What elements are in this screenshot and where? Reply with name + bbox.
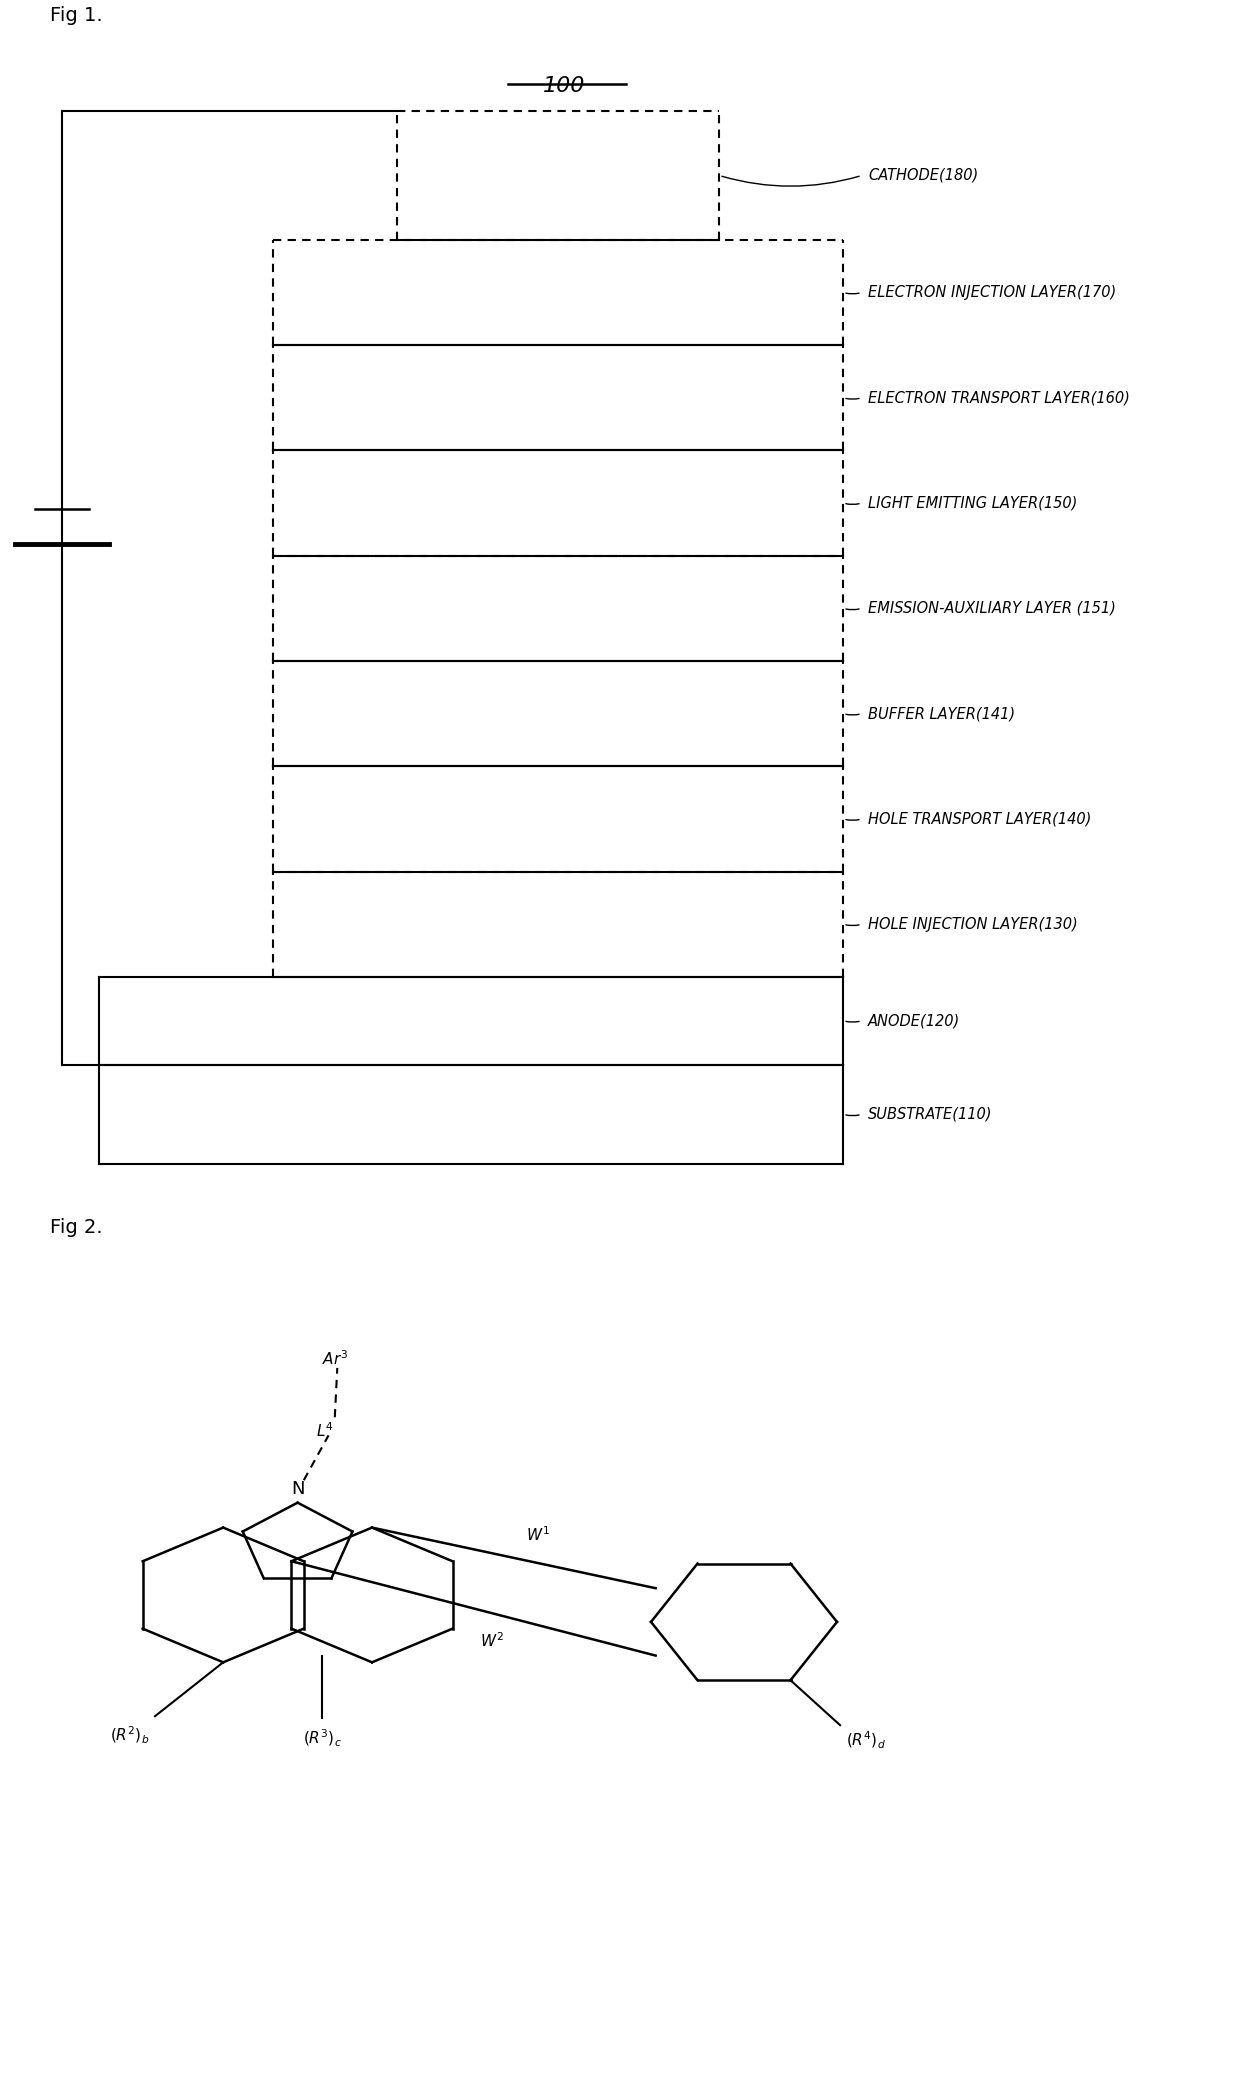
Text: BUFFER LAYER(141): BUFFER LAYER(141) [868, 706, 1016, 721]
Text: $L^4$: $L^4$ [316, 1421, 334, 1439]
Text: CATHODE(180): CATHODE(180) [868, 167, 978, 184]
Text: ELECTRON INJECTION LAYER(170): ELECTRON INJECTION LAYER(170) [868, 284, 1116, 301]
Text: 100: 100 [543, 75, 585, 96]
Text: $(R^4)_d$: $(R^4)_d$ [846, 1730, 887, 1751]
Text: EMISSION-AUXILIARY LAYER (151): EMISSION-AUXILIARY LAYER (151) [868, 602, 1116, 616]
Text: SUBSTRATE(110): SUBSTRATE(110) [868, 1107, 992, 1122]
Text: Fig 1.: Fig 1. [50, 6, 102, 25]
Text: HOLE INJECTION LAYER(130): HOLE INJECTION LAYER(130) [868, 917, 1078, 932]
Text: Fig 2.: Fig 2. [50, 1218, 102, 1237]
Text: HOLE TRANSPORT LAYER(140): HOLE TRANSPORT LAYER(140) [868, 811, 1091, 827]
Text: $(R^2)_b$: $(R^2)_b$ [109, 1726, 149, 1746]
Text: ELECTRON TRANSPORT LAYER(160): ELECTRON TRANSPORT LAYER(160) [868, 391, 1130, 405]
Text: $W^2$: $W^2$ [480, 1632, 503, 1650]
Text: N: N [291, 1481, 304, 1498]
Text: LIGHT EMITTING LAYER(150): LIGHT EMITTING LAYER(150) [868, 495, 1078, 510]
Text: $(R^3)_c$: $(R^3)_c$ [303, 1728, 342, 1748]
Text: $W^1$: $W^1$ [526, 1525, 551, 1544]
Text: $Ar^3$: $Ar^3$ [322, 1349, 348, 1368]
Text: ANODE(120): ANODE(120) [868, 1013, 960, 1028]
